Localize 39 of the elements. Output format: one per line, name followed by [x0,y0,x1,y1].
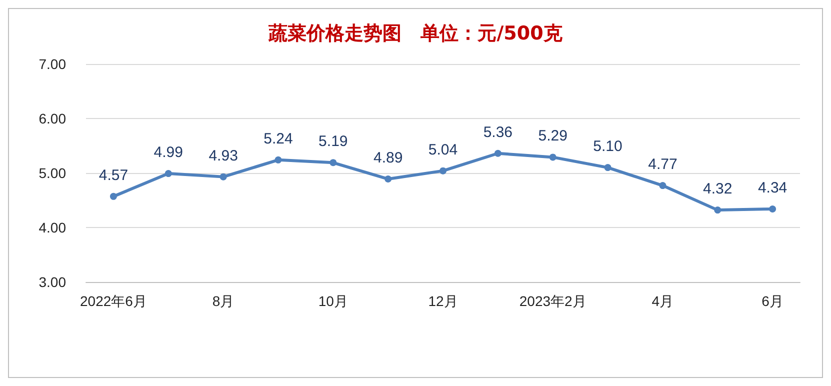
data-label: 5.29 [538,128,568,145]
data-label: 4.34 [758,179,788,196]
point [440,167,446,174]
data-label: 4.57 [98,166,128,184]
data-label: 5.04 [428,141,458,158]
point [494,150,502,157]
point [549,154,556,161]
chart-title: 蔬菜价格走势图 单位：元/500克 [268,22,562,44]
x-tick-label: 2022年6月 [80,293,147,309]
y-tick-label: 6.00 [38,110,66,126]
x-tick-label: 10月 [318,293,348,309]
point [659,182,666,190]
data-label: 5.10 [593,138,622,156]
point [384,175,392,182]
data-label: 4.77 [648,156,678,174]
y-tick-label: 5.00 [38,165,66,181]
y-tick-label: 7.00 [38,56,66,72]
data-label: 5.24 [264,130,293,148]
data-label: 4.89 [373,149,403,166]
point [110,192,117,200]
point [604,164,612,172]
x-tick-label: 2023年2月 [519,293,586,309]
point [714,206,722,214]
data-label: 5.19 [318,133,348,150]
data-label: 5.36 [483,124,513,141]
data-label: 4.93 [208,147,238,164]
x-tick-label: 8月 [212,293,234,309]
point [164,170,172,178]
y-tick-label: 3.00 [38,274,66,290]
point [330,159,337,166]
data-label: 4.99 [154,144,183,162]
point [274,156,282,164]
y-tick-label: 4.00 [38,220,66,236]
x-tick-label: 6月 [762,293,784,309]
x-tick-label: 4月 [652,293,674,309]
data-label: 4.32 [703,180,732,198]
point [220,173,227,180]
point [769,205,776,212]
x-tick-label: 12月 [428,293,458,309]
